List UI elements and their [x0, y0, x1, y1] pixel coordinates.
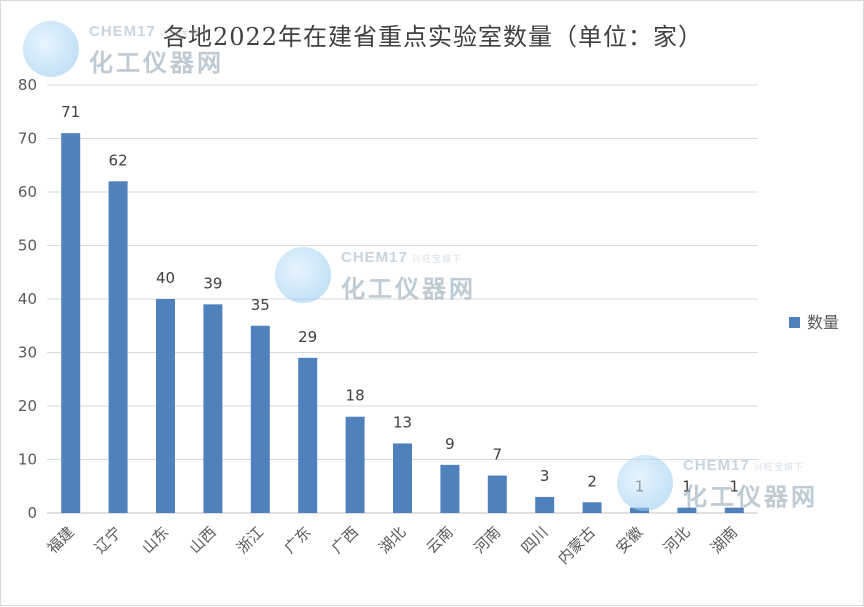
data-label: 71	[61, 103, 80, 121]
bar	[61, 133, 80, 513]
bar	[535, 497, 554, 513]
data-label: 7	[493, 446, 503, 464]
watermark-brand-main: 化工仪器网	[683, 477, 818, 512]
x-tick-label: 湖南	[707, 523, 741, 557]
data-label: 9	[445, 435, 455, 453]
x-tick-label: 广东	[281, 523, 315, 557]
x-tick-label: 山西	[186, 523, 220, 557]
data-label: 2	[587, 472, 597, 490]
watermark-brand: CHEM17 兴旺宝旗下	[89, 23, 210, 40]
bar	[440, 465, 459, 513]
data-label: 13	[393, 413, 412, 431]
legend-label: 数量	[807, 313, 839, 332]
watermark-brand: CHEM17 兴旺宝旗下	[341, 249, 462, 266]
chem17-logo-icon	[23, 21, 79, 77]
x-tick-label: 广西	[328, 523, 362, 557]
y-tick-label: 0	[27, 504, 37, 522]
bar	[156, 299, 175, 513]
x-tick-label: 山东	[138, 523, 172, 557]
watermark-brand-main: 化工仪器网	[89, 43, 224, 78]
x-tick-label: 辽宁	[91, 523, 125, 557]
data-label: 29	[298, 328, 317, 346]
data-label: 3	[540, 467, 550, 485]
chem17-logo-icon	[617, 455, 673, 511]
bar	[298, 358, 317, 513]
y-tick-label: 50	[18, 237, 37, 255]
data-label: 40	[156, 269, 175, 287]
x-tick-label: 云南	[423, 523, 457, 557]
x-tick-label: 四川	[518, 523, 552, 557]
y-tick-label: 20	[18, 397, 37, 415]
x-tick-label: 内蒙古	[554, 523, 599, 568]
x-tick-label: 安徽	[612, 523, 646, 557]
bar	[346, 417, 365, 513]
bar	[583, 502, 602, 513]
bar	[109, 181, 128, 513]
data-label: 18	[346, 387, 365, 405]
y-tick-label: 10	[18, 451, 37, 469]
data-label: 35	[251, 296, 270, 314]
legend-swatch	[789, 317, 800, 328]
bar	[488, 476, 507, 513]
watermark-brand-main: 化工仪器网	[341, 269, 476, 304]
x-tick-label: 福建	[44, 523, 78, 557]
bar	[393, 443, 412, 513]
x-tick-label: 河北	[660, 523, 694, 557]
x-tick-label: 河南	[470, 523, 504, 557]
watermark-brand: CHEM17 兴旺宝旗下	[683, 457, 804, 474]
y-tick-label: 30	[18, 344, 37, 362]
y-tick-label: 70	[18, 130, 37, 148]
x-tick-label: 浙江	[233, 523, 267, 557]
data-label: 39	[203, 274, 222, 292]
y-tick-label: 40	[18, 290, 37, 308]
bar	[203, 304, 222, 513]
y-tick-label: 60	[18, 183, 37, 201]
y-tick-label: 80	[18, 76, 37, 94]
data-label: 62	[109, 151, 128, 169]
x-tick-label: 湖北	[375, 523, 409, 557]
bar	[251, 326, 270, 513]
chem17-logo-icon	[275, 247, 331, 303]
